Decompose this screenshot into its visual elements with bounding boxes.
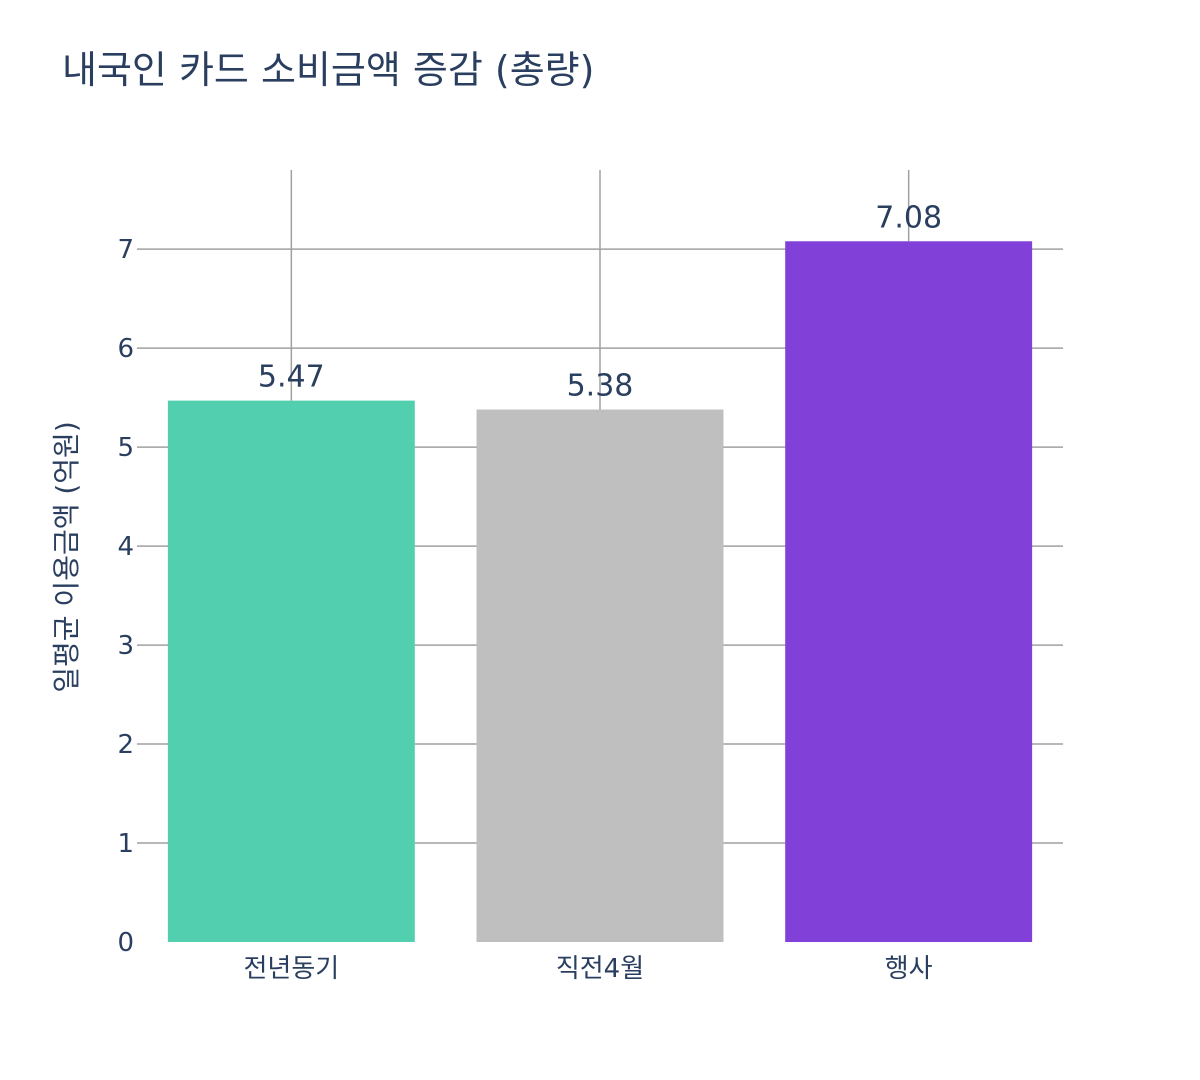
x-axis-ticks: 전년동기 직전4월 행사 [243,954,932,984]
y-tick-label: 4 [117,532,134,562]
bar-value-label: 7.08 [875,200,942,235]
bar [476,409,724,942]
y-tick-label: 3 [117,631,134,661]
chart-title: 내국인 카드 소비금액 증감 (총량) [62,48,594,92]
x-tick-label: 행사 [885,954,933,984]
bars [167,241,1033,943]
y-tick-label: 1 [117,829,134,859]
bar [167,400,415,943]
data-labels: 5.47 5.38 7.08 [258,200,942,403]
y-tick-label: 7 [117,235,134,265]
bar-value-label: 5.47 [258,360,325,395]
y-tick-label: 0 [117,928,134,958]
y-axis-ticks: 0 1 2 3 4 5 6 7 [117,235,134,958]
bar [785,241,1033,942]
category-grid-lines [290,170,910,410]
y-tick-label: 2 [117,730,134,760]
x-tick-label: 전년동기 [243,954,339,984]
x-tick-label: 직전4월 [556,954,644,984]
y-tick-label: 6 [117,334,134,364]
y-tick-label: 5 [117,433,134,463]
y-axis-title: 일평균 이용금액 (억원) [50,421,83,693]
bar-value-label: 5.38 [567,369,634,404]
